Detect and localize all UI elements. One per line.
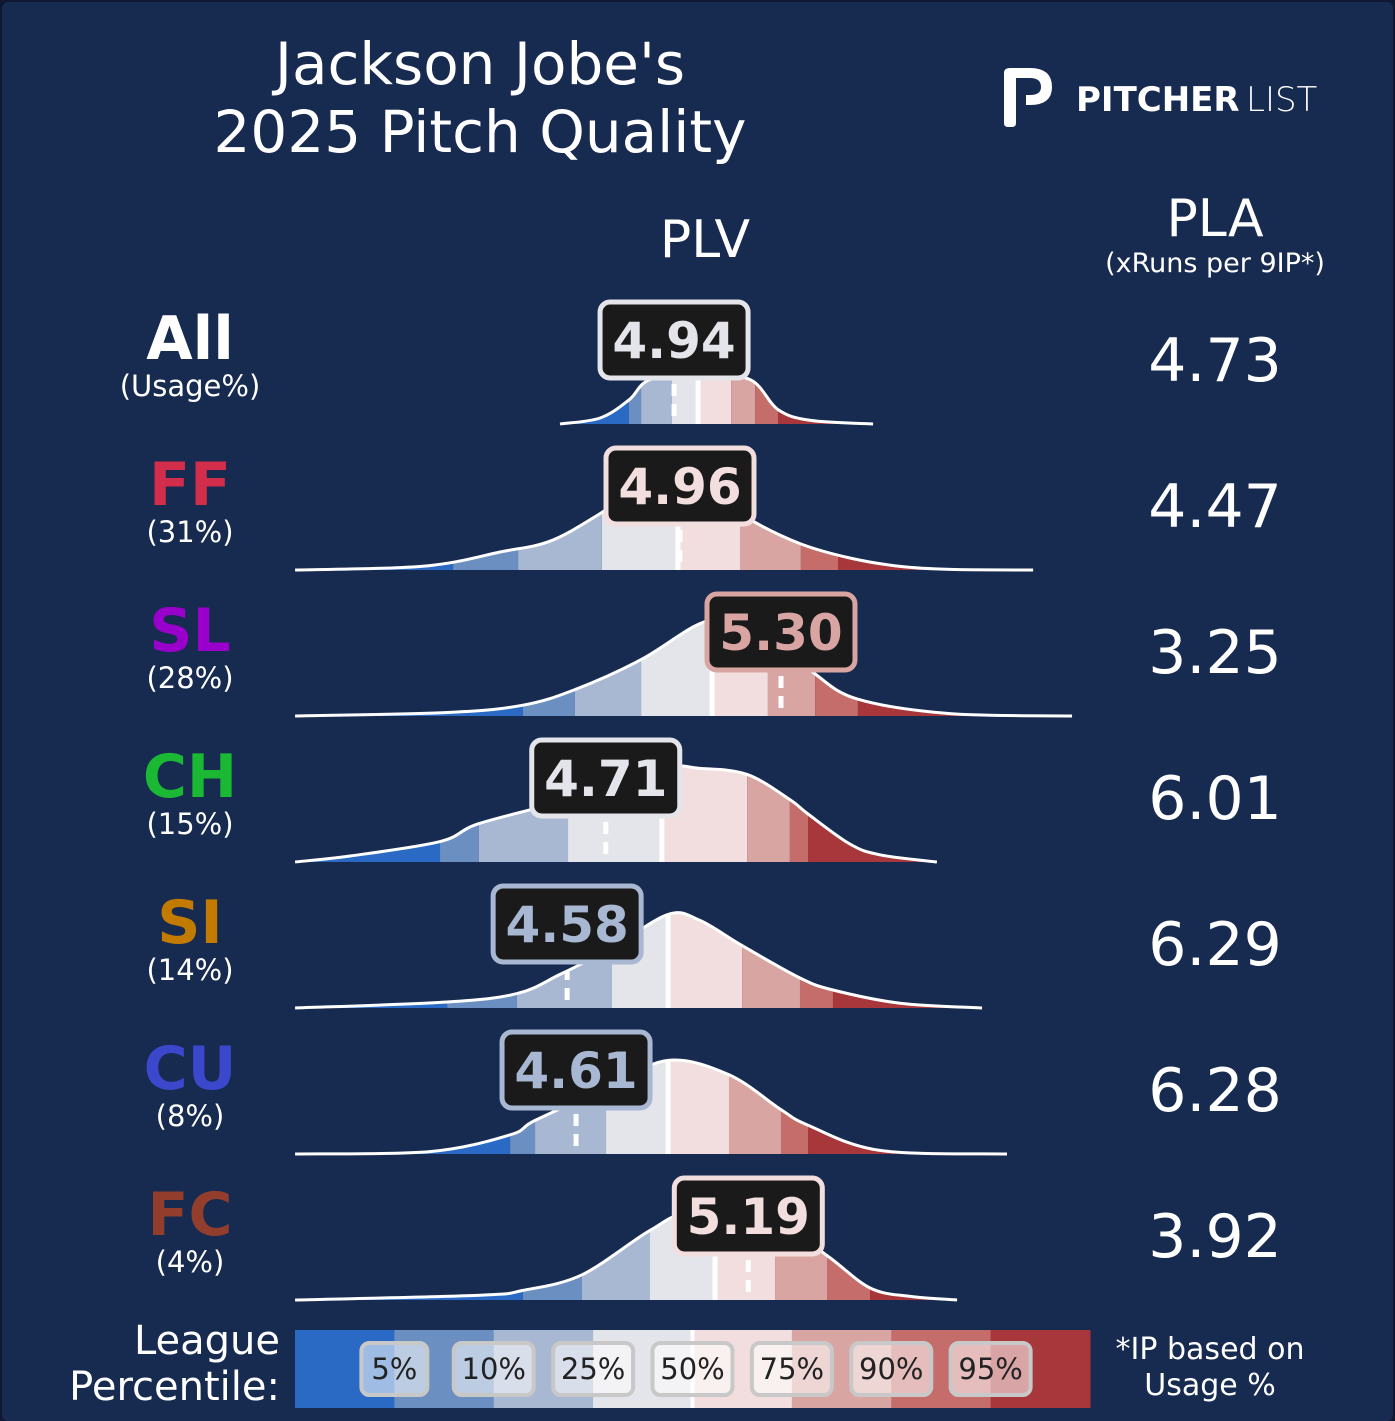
legend-percentile-label: 25% [561,1352,625,1386]
plv-value-box [671,1175,825,1257]
legend-percentile-label: 90% [859,1352,923,1386]
plv-value-box [603,445,757,527]
pitch-usage: (Usage%) [119,369,261,403]
brand-light: LIST [1246,80,1318,120]
plv-value: 4.71 [544,750,667,808]
percentile-band [522,1213,582,1300]
chart-title: Jackson Jobe's 2025 Pitch Quality [150,30,810,166]
legend-percentile-box [749,1341,834,1397]
legend-label-line-1: League [133,1318,280,1364]
percentile-band [808,1060,1007,1154]
plv-value: 5.30 [719,604,842,662]
percentile-band [295,478,454,570]
percentile-band [857,617,1073,716]
footnote: *IP based on Usage % [1100,1332,1320,1404]
percentile-band [870,1213,958,1300]
percentile-band [295,765,441,862]
plv-value-box [597,299,751,381]
legend-percentile-label: 95% [958,1352,1022,1386]
pla-value: 3.25 [1148,618,1282,688]
percentile-band [698,373,732,424]
plv-header: PLV [659,210,751,270]
percentile-band [780,1060,809,1154]
pitch-usage: (4%) [155,1245,225,1279]
percentile-band [295,912,448,1008]
plv-value-box [704,591,858,673]
plv-value: 4.58 [505,896,628,954]
pitch-name-all: All [146,304,234,374]
pitch-name-ff: FF [149,450,231,520]
footnote-line-2: Usage % [1144,1368,1276,1403]
percentile-band [731,373,756,424]
pitch-usage: (31%) [146,515,234,549]
percentile-band [574,617,642,716]
plv-value: 5.19 [687,1188,810,1246]
pitch-usage: (15%) [146,807,234,841]
pla-subheader: (xRuns per 9IP*) [1105,248,1325,279]
plv-value: 4.61 [514,1042,637,1100]
density-curve [295,911,983,1010]
pla-value: 4.47 [1148,472,1282,542]
percentile-band [295,617,523,716]
pitch-usage: (14%) [146,953,234,987]
legend-percentile-box [359,1341,430,1397]
percentile-band [641,617,713,716]
legend-percentile-box [849,1341,934,1397]
pitch-name-sl: SL [149,596,231,666]
percentile-band [295,1060,511,1154]
brand-bold: PITCHER [1076,80,1240,120]
percentile-band [581,1213,651,1300]
legend-label-line-2: Percentile: [69,1364,280,1410]
plv-value: 4.94 [612,312,735,370]
percentile-band [838,478,1034,570]
legend-percentile-label: 10% [462,1352,526,1386]
pitch-name-fc: FC [147,1180,233,1250]
footnote-line-1: *IP based on [1115,1332,1305,1367]
percentile-band [808,765,937,862]
pitch-name-si: SI [157,888,223,958]
pitch-name-ch: CH [142,742,238,812]
percentile-band [827,1213,871,1300]
title-line-2: 2025 Pitch Quality [213,98,747,166]
legend-percentile-label: 5% [371,1352,417,1386]
pitcherlist-p-icon: PITCHER LIST [1004,68,1318,127]
percentile-band [668,1060,730,1154]
pitcherlist-logo: PITCHER LIST [1000,65,1340,131]
pla-value: 6.29 [1148,910,1282,980]
percentile-band [522,617,575,716]
percentile-band [295,1213,523,1300]
pla-value: 3.92 [1148,1202,1282,1272]
plv-value-box [499,1029,653,1111]
percentile-band [778,373,874,424]
percentile-band [789,765,809,862]
percentile-band [440,765,479,862]
pla-value: 4.73 [1148,326,1282,396]
plv-value-box [529,737,683,819]
pla-value: 6.01 [1148,764,1282,834]
legend-percentile-box [451,1341,536,1397]
density-curve [294,764,938,864]
pitch-usage: (28%) [146,661,234,695]
title-line-1: Jackson Jobe's [274,30,686,98]
legend-label: League Percentile: [20,1318,280,1410]
plv-value-box [490,883,644,965]
pla-value: 6.28 [1148,1056,1282,1126]
legend-percentile-label: 50% [660,1352,724,1386]
percentile-band [668,912,743,1008]
percentile-band [742,912,800,1008]
pitch-name-cu: CU [143,1034,237,1104]
pitch-usage: (8%) [155,1099,225,1133]
percentile-bands [295,617,1073,716]
percentile-band [832,912,983,1008]
plv-value: 4.96 [618,458,741,516]
legend-percentile-box [948,1341,1033,1397]
legend-percentile-box [650,1341,735,1397]
pla-header: PLA [1166,189,1264,249]
percentile-band [518,478,602,570]
density-curve [295,1058,1008,1156]
legend-percentile-label: 75% [760,1352,824,1386]
legend-percentile-box [551,1341,636,1397]
